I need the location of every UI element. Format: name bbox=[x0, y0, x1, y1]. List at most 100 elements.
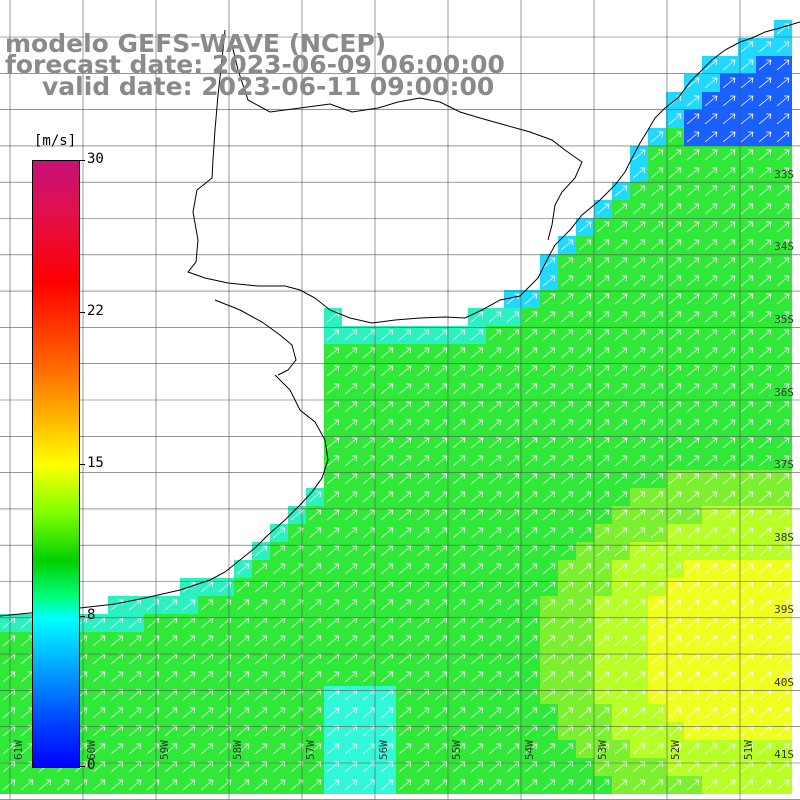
wind-arrow bbox=[740, 509, 754, 521]
wind-arrow bbox=[614, 203, 628, 215]
colorbar-dash bbox=[79, 766, 85, 767]
wind-arrow bbox=[452, 491, 466, 503]
wind-arrow bbox=[632, 419, 646, 431]
wind-arrow bbox=[488, 527, 502, 539]
wind-arrow bbox=[542, 437, 556, 449]
wind-arrow bbox=[92, 689, 106, 701]
wind-arrow bbox=[578, 545, 592, 557]
wind-arrow bbox=[722, 77, 736, 89]
wind-arrow bbox=[488, 329, 502, 341]
lon-label: 55W bbox=[450, 740, 463, 760]
wind-arrow bbox=[776, 239, 790, 251]
wind-arrow bbox=[128, 743, 142, 755]
wind-arrow bbox=[758, 419, 772, 431]
wind-arrow bbox=[686, 257, 700, 269]
wind-arrow bbox=[758, 743, 772, 755]
wind-arrow bbox=[776, 41, 790, 53]
wind-arrow bbox=[776, 581, 790, 593]
wind-arrow bbox=[758, 275, 772, 287]
wind-arrow bbox=[632, 365, 646, 377]
wind-arrow bbox=[704, 401, 718, 413]
wind-arrow bbox=[254, 581, 268, 593]
wind-arrow bbox=[668, 293, 682, 305]
wind-arrow bbox=[704, 95, 718, 107]
wind-arrow bbox=[524, 401, 538, 413]
wind-arrow bbox=[470, 347, 484, 359]
wind-arrow bbox=[560, 293, 574, 305]
wind-arrow bbox=[740, 383, 754, 395]
coastline-argentina bbox=[0, 374, 329, 617]
wind-arrow bbox=[542, 311, 556, 323]
wind-arrow bbox=[686, 149, 700, 161]
wind-arrow bbox=[758, 545, 772, 557]
colorbar-dash bbox=[79, 312, 85, 313]
wind-arrow bbox=[722, 59, 736, 71]
wind-arrow bbox=[20, 779, 34, 791]
wind-arrow bbox=[596, 545, 610, 557]
wind-arrow bbox=[686, 77, 700, 89]
lon-label: 60W bbox=[85, 740, 98, 760]
wind-arrow bbox=[596, 203, 610, 215]
wind-arrow bbox=[524, 707, 538, 719]
wind-arrow bbox=[632, 707, 646, 719]
wind-arrow bbox=[146, 671, 160, 683]
wind-arrow bbox=[578, 635, 592, 647]
wind-arrow bbox=[776, 545, 790, 557]
wind-arrow bbox=[380, 563, 394, 575]
wind-arrow bbox=[452, 365, 466, 377]
wind-arrow bbox=[614, 239, 628, 251]
colorbar-dash bbox=[79, 616, 85, 617]
wind-arrow bbox=[614, 221, 628, 233]
wind-arrow bbox=[614, 689, 628, 701]
wind-arrow bbox=[722, 347, 736, 359]
wind-arrow bbox=[452, 707, 466, 719]
wind-arrow bbox=[236, 689, 250, 701]
wind-arrow bbox=[668, 635, 682, 647]
wind-arrow bbox=[380, 671, 394, 683]
wind-arrow bbox=[434, 599, 448, 611]
wind-arrow bbox=[506, 689, 520, 701]
wind-arrow bbox=[704, 113, 718, 125]
wind-arrow bbox=[416, 527, 430, 539]
wind-arrow bbox=[686, 329, 700, 341]
wind-arrow bbox=[524, 689, 538, 701]
wind-arrow bbox=[578, 779, 592, 791]
wind-arrow bbox=[614, 563, 628, 575]
wind-arrow bbox=[722, 383, 736, 395]
wind-arrow bbox=[398, 563, 412, 575]
wind-arrow bbox=[758, 185, 772, 197]
wind-arrow bbox=[614, 473, 628, 485]
wind-arrow bbox=[758, 707, 772, 719]
wind-arrow bbox=[452, 401, 466, 413]
wind-arrow bbox=[758, 77, 772, 89]
wind-arrow bbox=[416, 671, 430, 683]
wind-arrow bbox=[452, 437, 466, 449]
wind-arrow bbox=[704, 545, 718, 557]
wind-arrow bbox=[722, 455, 736, 467]
wind-arrow bbox=[596, 491, 610, 503]
wind-arrow bbox=[740, 149, 754, 161]
wind-arrow bbox=[704, 221, 718, 233]
wind-arrow bbox=[542, 743, 556, 755]
wind-arrow bbox=[272, 671, 286, 683]
wind-arrow bbox=[398, 779, 412, 791]
wind-arrow bbox=[704, 671, 718, 683]
wind-arrow bbox=[740, 491, 754, 503]
wind-arrow bbox=[758, 131, 772, 143]
wind-arrow bbox=[704, 293, 718, 305]
wind-arrow bbox=[560, 707, 574, 719]
wind-arrow bbox=[776, 275, 790, 287]
wind-arrow bbox=[344, 599, 358, 611]
wind-arrow bbox=[344, 509, 358, 521]
wind-arrow bbox=[614, 329, 628, 341]
wind-arrow bbox=[704, 509, 718, 521]
wind-arrow bbox=[272, 545, 286, 557]
wind-arrow bbox=[524, 329, 538, 341]
wind-arrow bbox=[254, 563, 268, 575]
wind-arrow bbox=[740, 95, 754, 107]
wind-arrow bbox=[578, 671, 592, 683]
wind-arrow bbox=[758, 401, 772, 413]
wind-arrow bbox=[452, 671, 466, 683]
wind-arrow bbox=[704, 527, 718, 539]
wind-arrow bbox=[488, 635, 502, 647]
